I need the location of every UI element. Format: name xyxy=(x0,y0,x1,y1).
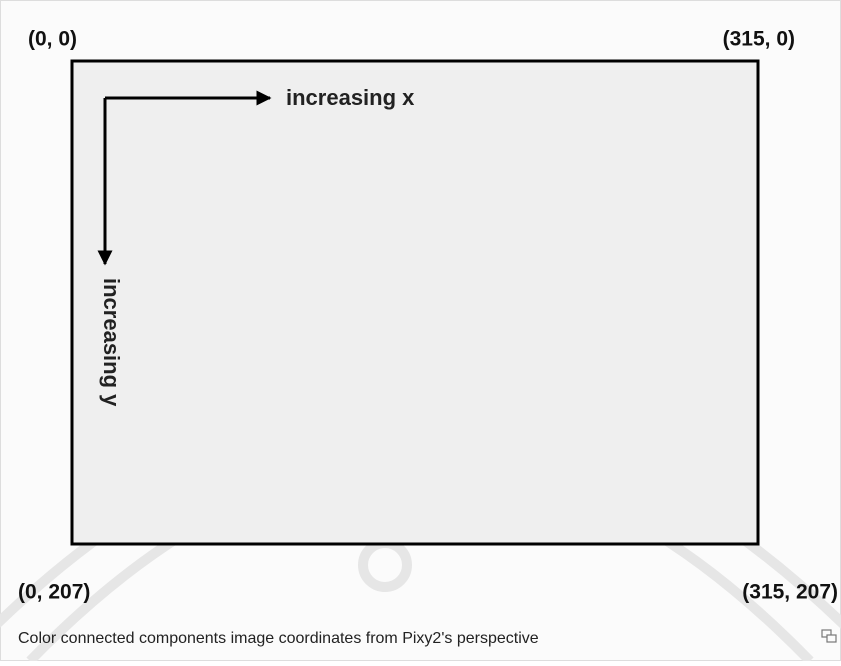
page: increasing x increasing y (0, 0) (315, 0… xyxy=(0,0,841,661)
x-axis-label: increasing x xyxy=(286,85,415,110)
corner-label: (315, 207) xyxy=(742,581,838,604)
figure: increasing x increasing y (0, 0) (315, 0… xyxy=(0,0,841,661)
corner-label: (0, 207) xyxy=(18,581,90,604)
corner-label: (0, 0) xyxy=(28,28,77,51)
y-axis-label: increasing y xyxy=(99,278,124,407)
corner-label: (315, 0) xyxy=(723,28,795,51)
caption: Color connected components image coordin… xyxy=(18,630,539,647)
image-area xyxy=(72,61,758,544)
